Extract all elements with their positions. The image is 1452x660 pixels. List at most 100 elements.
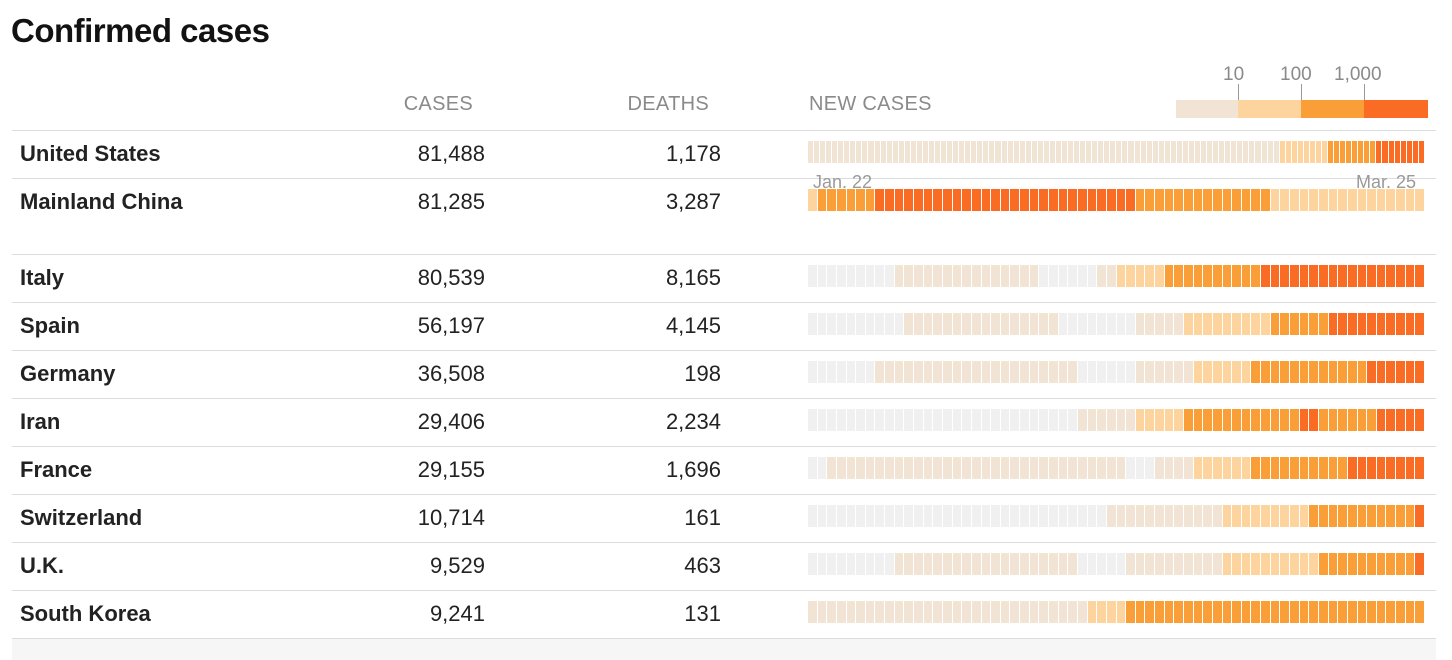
new-cases-day-cell <box>1193 601 1203 623</box>
deaths-column-header[interactable]: DEATHS <box>627 93 709 115</box>
new-cases-day-cell <box>1086 141 1092 163</box>
new-cases-day-cell <box>952 361 962 383</box>
new-cases-day-cell <box>981 601 991 623</box>
new-cases-day-cell <box>1299 409 1309 431</box>
new-cases-day-cell <box>1164 313 1174 335</box>
new-cases-day-cell <box>1309 505 1318 527</box>
new-cases-day-cell <box>1405 313 1415 335</box>
new-cases-day-cell <box>1237 141 1243 163</box>
new-cases-day-cell <box>856 553 865 575</box>
new-cases-day-cell <box>1019 141 1025 163</box>
new-cases-day-cell <box>933 409 942 431</box>
show-more-bar[interactable] <box>12 639 1436 660</box>
new-cases-day-cell <box>1415 553 1424 575</box>
new-cases-day-cell <box>1049 313 1058 335</box>
new-cases-day-cell <box>1299 553 1309 575</box>
new-cases-day-cell <box>1183 265 1193 287</box>
new-cases-day-cell <box>808 313 817 335</box>
new-cases-day-cell <box>1222 409 1232 431</box>
new-cases-day-cell <box>1155 553 1164 575</box>
new-cases-day-cell <box>1270 457 1280 479</box>
new-cases-day-cell <box>981 409 991 431</box>
new-cases-day-cell <box>1077 265 1087 287</box>
new-cases-day-cell <box>1357 361 1367 383</box>
new-cases-day-cell <box>1261 457 1270 479</box>
new-cases-day-cell <box>865 553 875 575</box>
new-cases-day-cell <box>1405 361 1415 383</box>
new-cases-day-cell <box>836 265 846 287</box>
cases-value: 36,508 <box>417 361 485 386</box>
new-cases-day-cell <box>862 141 868 163</box>
new-cases-day-cell <box>1183 505 1193 527</box>
new-cases-day-cell <box>1087 313 1097 335</box>
new-cases-strip <box>808 265 1425 287</box>
new-cases-day-cell <box>1155 189 1164 211</box>
new-cases-day-cell <box>923 457 933 479</box>
new-cases-day-cell <box>1000 361 1010 383</box>
new-cases-day-cell <box>1087 457 1097 479</box>
new-cases-day-cell <box>1241 553 1251 575</box>
new-cases-day-cell <box>1255 141 1261 163</box>
new-cases-day-cell <box>1135 189 1145 211</box>
new-cases-day-cell <box>933 313 942 335</box>
new-cases-day-cell <box>1174 553 1183 575</box>
new-cases-day-cell <box>1135 313 1145 335</box>
new-cases-day-cell <box>1270 505 1280 527</box>
new-cases-day-cell <box>1134 141 1140 163</box>
new-cases-day-cell <box>875 553 885 575</box>
new-cases-day-cell <box>923 265 933 287</box>
deaths-value: 198 <box>684 361 721 386</box>
new-cases-day-cell <box>827 409 836 431</box>
new-cases-day-cell <box>1270 189 1280 211</box>
new-cases-day-cell <box>1193 313 1203 335</box>
new-cases-day-cell <box>1049 265 1058 287</box>
new-cases-day-cell <box>1338 457 1347 479</box>
new-cases-day-cell <box>1097 313 1106 335</box>
new-cases-day-cell <box>1145 361 1155 383</box>
new-cases-day-cell <box>1232 457 1241 479</box>
new-cases-day-cell <box>846 313 856 335</box>
new-cases-day-cell <box>1225 141 1231 163</box>
country-name: Switzerland <box>20 505 143 530</box>
new-cases-day-cell <box>856 505 865 527</box>
axis-start-label: Jan. 22 <box>813 172 873 192</box>
new-cases-day-cell <box>827 505 836 527</box>
country-name: Spain <box>20 313 80 338</box>
new-cases-day-cell <box>1357 553 1367 575</box>
new-cases-day-cell <box>1203 601 1212 623</box>
table-row: South Korea 9,241 131 <box>12 590 1436 639</box>
new-cases-day-cell <box>875 189 885 211</box>
new-cases-day-cell <box>1126 601 1135 623</box>
new-cases-day-cell <box>1280 313 1290 335</box>
new-cases-day-cell <box>856 457 865 479</box>
country-name: United States <box>20 141 161 166</box>
new-cases-day-cell <box>1116 457 1126 479</box>
new-cases-day-cell <box>1174 361 1183 383</box>
new-cases-day-cell <box>1068 141 1074 163</box>
new-cases-strip <box>808 457 1425 479</box>
new-cases-day-cell <box>1152 141 1158 163</box>
new-cases-day-cell <box>991 409 1000 431</box>
new-cases-day-cell <box>885 189 894 211</box>
cases-value: 29,155 <box>417 457 485 482</box>
new-cases-day-cell <box>1318 361 1328 383</box>
cases-value: 9,241 <box>429 601 485 626</box>
new-cases-day-cell <box>1068 189 1077 211</box>
new-cases-day-cell <box>1261 141 1267 163</box>
new-cases-day-cell <box>846 189 856 211</box>
new-cases-day-cell <box>991 553 1000 575</box>
new-cases-day-cell <box>1174 409 1183 431</box>
new-cases-day-cell <box>1029 553 1039 575</box>
new-cases-day-cell <box>820 141 826 163</box>
new-cases-day-cell <box>1174 457 1183 479</box>
color-legend: 10 100 1,000 <box>1176 60 1428 120</box>
country-name: Iran <box>20 409 61 434</box>
new-cases-day-cell <box>808 409 817 431</box>
new-cases-day-cell <box>1386 409 1396 431</box>
new-cases-day-cell <box>1010 601 1020 623</box>
new-cases-day-cell <box>846 553 856 575</box>
cases-column-header[interactable]: CASES <box>403 93 473 115</box>
new-cases-day-cell <box>1020 265 1029 287</box>
new-cases-day-cell <box>894 553 904 575</box>
new-cases-day-cell <box>1068 265 1077 287</box>
